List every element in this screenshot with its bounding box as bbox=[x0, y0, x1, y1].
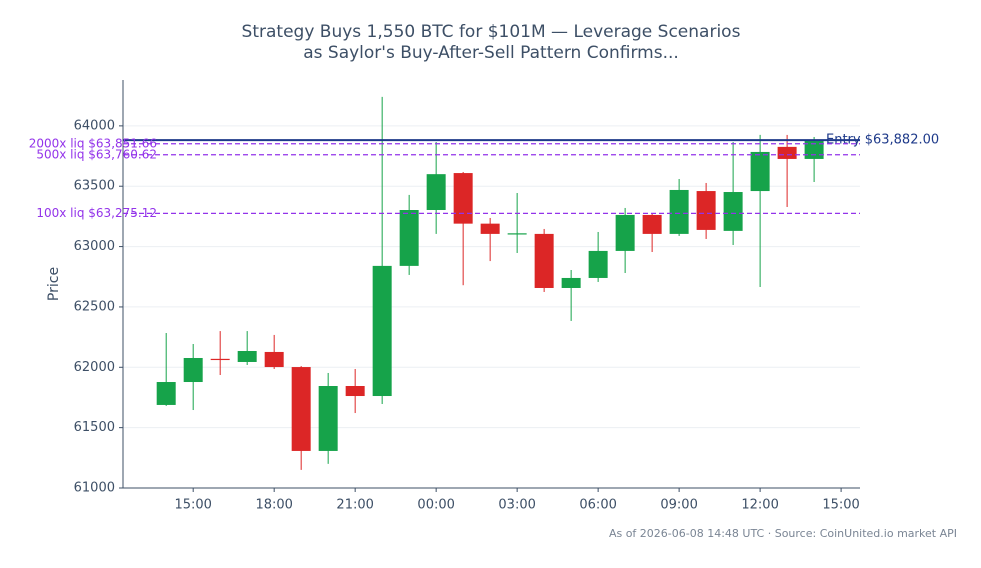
candle-body bbox=[156, 382, 176, 405]
candle-body bbox=[399, 210, 419, 266]
candle-body bbox=[534, 233, 554, 288]
candle-body bbox=[507, 233, 527, 235]
reference-label: Entry $63,882.00 bbox=[826, 133, 939, 148]
reference-label: 2000x liq $63,851.66 bbox=[29, 136, 157, 150]
x-tick-label: 21:00 bbox=[336, 498, 373, 513]
candle-body bbox=[372, 265, 392, 397]
y-tick-label: 61000 bbox=[74, 481, 115, 496]
y-tick-label: 62000 bbox=[74, 360, 115, 375]
y-tick-label: 63000 bbox=[74, 239, 115, 254]
reference-label: 100x liq $63,275.12 bbox=[36, 206, 157, 220]
candle-body bbox=[264, 351, 284, 368]
candle-body bbox=[669, 189, 689, 234]
candle-body bbox=[804, 140, 824, 159]
candle-body bbox=[561, 277, 581, 288]
x-tick-label: 00:00 bbox=[417, 498, 454, 513]
x-tick-label: 06:00 bbox=[579, 498, 616, 513]
candle-body bbox=[345, 386, 365, 397]
y-tick-label: 63500 bbox=[74, 179, 115, 194]
candle-body bbox=[615, 214, 635, 251]
y-tick-label: 62500 bbox=[74, 299, 115, 314]
candle-body bbox=[750, 151, 770, 192]
candle-body bbox=[642, 214, 662, 234]
candle-body bbox=[723, 192, 743, 231]
source-note: As of 2026-06-08 14:48 UTC · Source: Coi… bbox=[609, 527, 957, 540]
x-tick-label: 12:00 bbox=[741, 498, 778, 513]
y-tick-label: 64000 bbox=[74, 118, 115, 133]
x-tick-label: 15:00 bbox=[174, 498, 211, 513]
x-tick-label: 18:00 bbox=[255, 498, 292, 513]
candle-body bbox=[426, 174, 446, 211]
chart-subtitle: as Saylor's Buy-After-Sell Pattern Confi… bbox=[303, 43, 679, 63]
candle-body bbox=[588, 250, 608, 278]
candle-body bbox=[318, 386, 338, 451]
reference-label: 500x liq $63,760.62 bbox=[36, 147, 157, 161]
candle-body bbox=[453, 173, 473, 224]
chart-title: Strategy Buys 1,550 BTC for $101M — Leve… bbox=[242, 22, 741, 42]
x-tick-label: 03:00 bbox=[498, 498, 535, 513]
candle-body bbox=[480, 223, 500, 234]
x-tick-label: 15:00 bbox=[822, 498, 859, 513]
y-axis-label: Price bbox=[46, 267, 62, 301]
candle-body bbox=[210, 358, 230, 361]
candle-body bbox=[696, 191, 716, 230]
candle-body bbox=[777, 146, 797, 159]
candle-body bbox=[237, 350, 257, 362]
candle-body bbox=[291, 367, 311, 451]
y-tick-label: 61500 bbox=[74, 420, 115, 435]
candle-body bbox=[183, 357, 203, 383]
x-tick-label: 09:00 bbox=[660, 498, 697, 513]
